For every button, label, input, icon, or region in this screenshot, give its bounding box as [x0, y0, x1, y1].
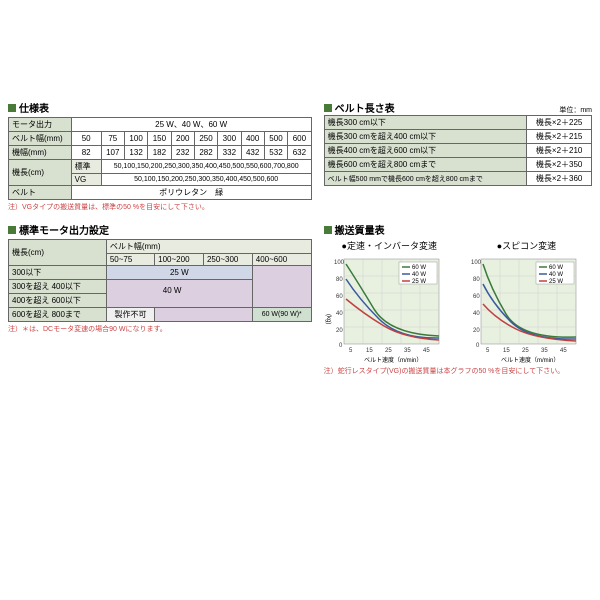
svg-text:0: 0 — [339, 343, 343, 349]
svg-text:60 W: 60 W — [412, 265, 426, 271]
length-table: 機長300 cm以下機長×2＋225 機長300 cmを超え400 cm以下機長… — [324, 115, 592, 186]
svg-text:25 W: 25 W — [549, 279, 563, 285]
motor-table: 機長(cm)ベルト幅(mm) 50~75100~200250~300400~60… — [8, 239, 312, 322]
spec-table: モータ出力25 W、40 W、60 W ベルト幅(mm) 50751001502… — [8, 117, 312, 200]
svg-text:40: 40 — [336, 311, 343, 317]
svg-text:80: 80 — [336, 277, 343, 283]
svg-text:25: 25 — [522, 348, 529, 354]
svg-text:80: 80 — [473, 277, 480, 283]
svg-text:60 W: 60 W — [549, 265, 563, 271]
svg-text:45: 45 — [423, 348, 430, 354]
motor-note: 注）＊は、DCモータ変速の場合90 Wになります。 — [8, 324, 312, 334]
mass-title: 搬送質量表 — [335, 222, 385, 237]
svg-text:60: 60 — [336, 294, 343, 300]
svg-text:25 W: 25 W — [412, 279, 426, 285]
svg-text:ベルト速度（m/min）: ベルト速度（m/min） — [364, 356, 422, 364]
svg-text:5: 5 — [349, 348, 353, 354]
motor-title: 標準モータ出力設定 — [19, 222, 109, 237]
svg-text:0: 0 — [476, 343, 480, 349]
svg-text:60: 60 — [473, 294, 480, 300]
svg-text:40 W: 40 W — [549, 272, 563, 278]
svg-text:35: 35 — [404, 348, 411, 354]
spec-title: 仕様表 — [19, 100, 49, 115]
svg-text:20: 20 — [473, 328, 480, 334]
svg-text:15: 15 — [503, 348, 510, 354]
chart2: 100 80 60 40 20 0 5 15 25 35 45 60 W 40 W 25 W ベル… — [461, 254, 591, 364]
svg-text:25: 25 — [385, 348, 392, 354]
svg-text:ベルト速度（m/min）: ベルト速度（m/min） — [501, 356, 559, 364]
svg-text:100: 100 — [471, 260, 482, 266]
svg-text:40: 40 — [473, 311, 480, 317]
svg-text:(kg): (kg) — [325, 314, 331, 324]
chart1: 100 80 60 40 20 0 5 15 25 35 45 60 W 40 W 25 W ベル… — [324, 254, 454, 364]
svg-text:45: 45 — [560, 348, 567, 354]
spec-note: 注）VGタイプの搬送質量は、標準の50 %を目安にして下さい。 — [8, 202, 312, 212]
length-title: ベルト長さ表 — [335, 100, 395, 115]
svg-text:20: 20 — [336, 328, 343, 334]
svg-text:100: 100 — [334, 260, 345, 266]
svg-text:35: 35 — [541, 348, 548, 354]
svg-text:15: 15 — [366, 348, 373, 354]
svg-text:40 W: 40 W — [412, 272, 426, 278]
svg-text:5: 5 — [486, 348, 490, 354]
mass-note: 注）蛇行レスタイプ(VG)の搬送質量は本グラフの50 %を目安にして下さい。 — [324, 366, 592, 376]
